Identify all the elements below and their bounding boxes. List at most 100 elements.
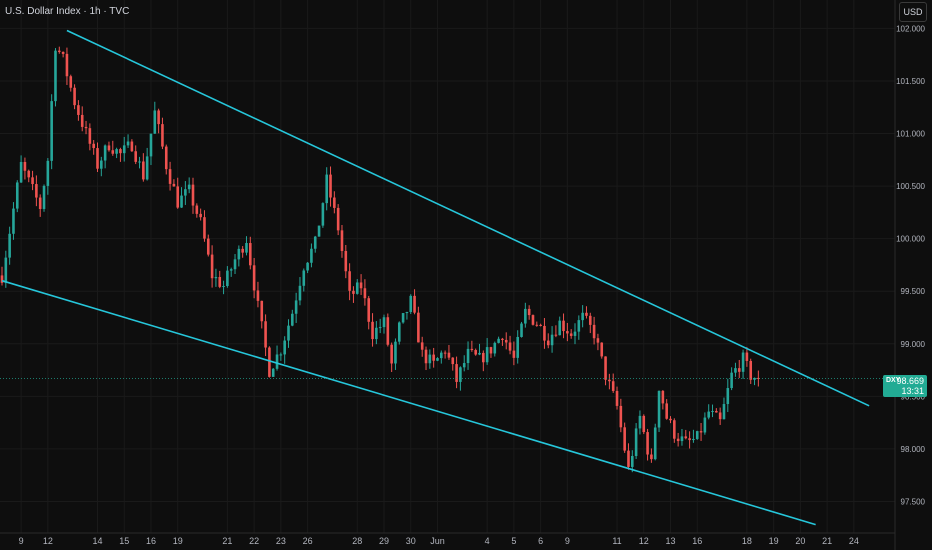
candle-body — [294, 300, 298, 314]
candle-body — [474, 350, 477, 355]
y-tick-label: 97.500 — [901, 497, 926, 506]
y-tick-label: 101.500 — [896, 77, 925, 86]
candle-body — [157, 110, 160, 125]
candle-body — [680, 436, 684, 442]
candle-body — [493, 342, 497, 354]
candle-body — [737, 368, 741, 372]
candle-body — [657, 390, 661, 428]
candle-body — [459, 367, 462, 382]
candle-body — [642, 415, 646, 433]
candle-body — [210, 254, 214, 279]
candle-body — [84, 126, 88, 129]
candle-body — [130, 141, 134, 152]
candle-body — [707, 411, 710, 418]
candle-body — [417, 312, 420, 343]
candle-body — [634, 428, 638, 457]
candle-body — [8, 233, 11, 258]
candle-body — [401, 313, 405, 323]
candle-body — [115, 149, 118, 154]
x-tick-label: 20 — [795, 536, 805, 546]
candle-body — [577, 320, 581, 332]
lower-trendline — [1, 279, 816, 526]
x-tick-label: 18 — [742, 536, 752, 546]
badge-price: 98.669 — [896, 376, 924, 386]
candle-body — [695, 431, 699, 439]
x-tick-label: 21 — [822, 536, 832, 546]
badge-countdown: 13:31 — [901, 386, 924, 396]
candle-body — [608, 379, 611, 382]
candle-body — [424, 349, 428, 364]
candle-body — [172, 183, 176, 187]
candle-body — [566, 331, 569, 334]
candle-body — [96, 148, 99, 169]
candle-body — [27, 170, 31, 178]
candle-body — [100, 160, 103, 169]
y-tick-label: 98.000 — [901, 445, 926, 454]
candle-body — [527, 308, 531, 316]
candle-body — [390, 344, 393, 364]
x-tick-label: 30 — [406, 536, 416, 546]
candle-body — [291, 313, 294, 326]
candle-body — [214, 276, 218, 279]
candle-body — [65, 53, 69, 77]
candle-body — [38, 197, 42, 209]
candle-body — [126, 141, 130, 146]
candle-body — [581, 312, 584, 321]
candle-body — [252, 265, 256, 291]
currency-button[interactable]: USD — [899, 2, 927, 22]
x-tick-label: 12 — [639, 536, 649, 546]
candle-body — [588, 315, 592, 325]
candle-body — [241, 248, 244, 253]
candle-body — [718, 412, 722, 420]
candle-body — [142, 161, 145, 180]
x-tick-label: 16 — [146, 536, 156, 546]
candle-body — [226, 270, 229, 286]
candle-body — [413, 295, 416, 313]
candle-body — [111, 150, 115, 154]
x-tick-label: 9 — [19, 536, 24, 546]
x-tick-label: 29 — [379, 536, 389, 546]
candle-body — [187, 184, 191, 190]
x-tick-label: 5 — [511, 536, 516, 546]
candle-body — [42, 185, 46, 209]
candle-body — [409, 295, 413, 312]
candle-body — [229, 269, 233, 271]
candle-body — [287, 325, 290, 341]
candle-body — [73, 87, 76, 106]
candle-body — [482, 352, 485, 363]
candle-body — [745, 352, 749, 361]
candle-body — [54, 50, 57, 102]
candle-body — [543, 325, 546, 341]
candle-body — [730, 372, 733, 389]
candle-body — [92, 143, 95, 149]
candle-body — [734, 368, 737, 373]
candle-body — [524, 308, 527, 324]
candle-body — [50, 101, 53, 161]
x-tick-label: 26 — [303, 536, 313, 546]
candle-body — [283, 340, 286, 355]
candle-body — [164, 146, 168, 170]
candle-body — [394, 341, 397, 364]
candle-body — [692, 438, 695, 441]
candle-body — [107, 145, 111, 151]
candle-body — [310, 248, 313, 263]
candle-body — [138, 161, 141, 163]
candle-body — [653, 427, 657, 460]
x-tick-label: 19 — [769, 536, 779, 546]
candle-body — [306, 262, 309, 271]
candle-body — [321, 203, 325, 226]
candle-body — [573, 331, 577, 336]
candle-body — [497, 338, 500, 343]
candle-body — [237, 248, 241, 260]
candle-body — [256, 290, 260, 301]
candle-body — [466, 348, 470, 364]
candle-body — [88, 128, 92, 144]
candle-body — [615, 390, 619, 406]
candle-body — [4, 257, 8, 283]
candle-body — [153, 110, 157, 134]
candle-body — [646, 432, 649, 455]
x-tick-label: 24 — [849, 536, 859, 546]
candle-body — [611, 381, 615, 391]
candle-body — [715, 411, 718, 413]
